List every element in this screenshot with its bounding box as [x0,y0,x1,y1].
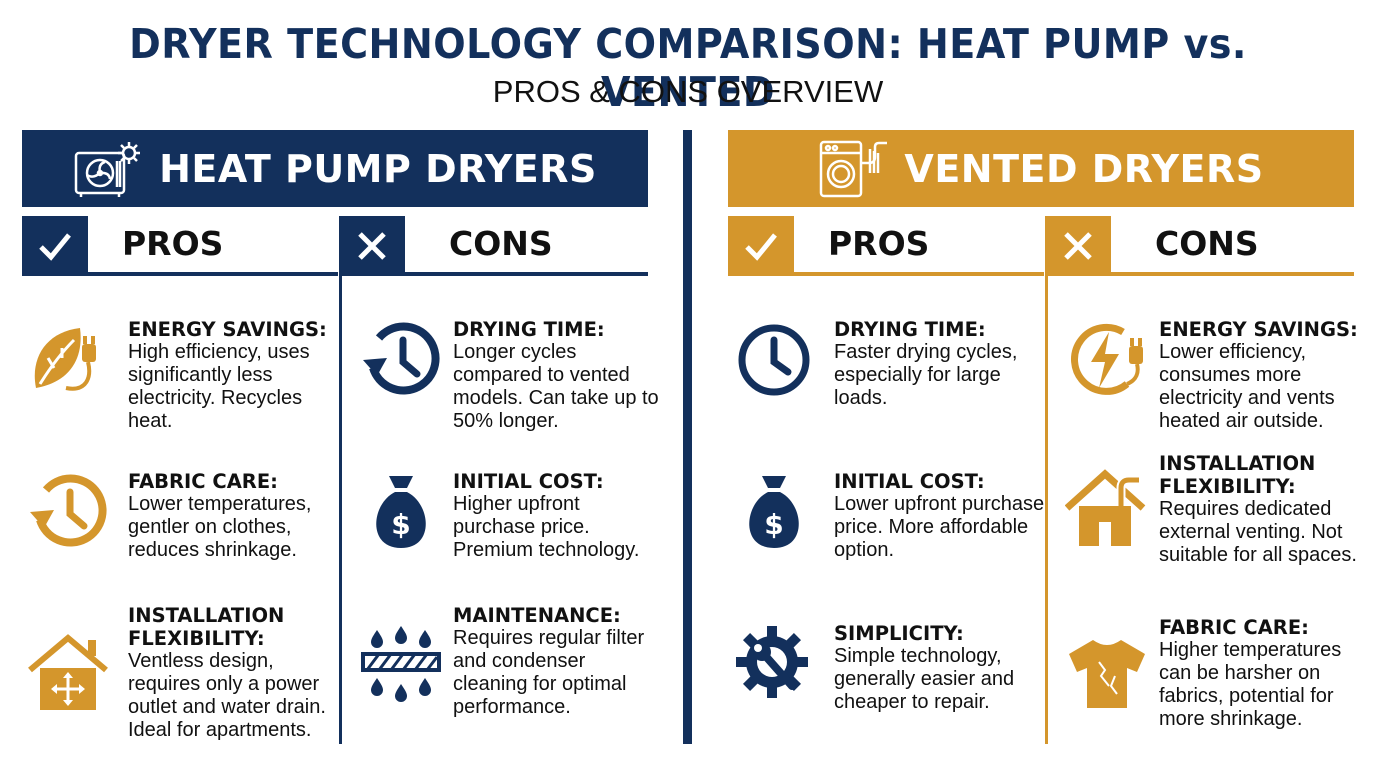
item-text: Higher temperatures can be harsher on fa… [1159,639,1342,730]
item-text: Ventless design, requires only a power o… [128,650,326,741]
vented-banner: VENTED DRYERS [728,130,1354,207]
item-heading: DRYING TIME: [453,318,605,341]
heat-pump-banner: HEAT PUMP DRYERS [22,130,648,207]
center-divider [683,130,692,744]
item-heading: INITIAL COST: [834,470,985,493]
column-divider [339,276,342,744]
vented-panel: VENTED DRYERS PROS CONS DRYING TIME: Fast… [728,130,1358,744]
item-heading: FABRIC CARE: [1159,616,1309,639]
eco-plug-icon [34,328,96,391]
money-bag-icon: $ [376,476,426,548]
heat-pump-pros-header: PROS [22,216,338,276]
column-divider [1045,276,1048,744]
vented-title: VENTED DRYERS [904,146,1264,191]
heat-pump-cons-header: CONS [339,216,648,276]
item-heading: SIMPLICITY: [834,622,964,645]
heat-pump-title: HEAT PUMP DRYERS [159,146,597,191]
history-clock-icon [363,322,440,395]
item-heading: INSTALLATION FLEXIBILITY: [1159,452,1316,498]
cons-label: CONS [449,224,553,263]
page-title: DRYER TECHNOLOGY COMPARISON: HEAT PUMP v… [129,20,1247,116]
history-clock-icon [30,474,107,547]
filter-drops-icon [361,626,441,702]
check-icon [728,216,794,276]
item-heading: INITIAL COST: [453,470,604,493]
svg-text:$: $ [764,508,783,541]
x-icon [1045,216,1111,276]
house-arrows-icon [28,634,108,710]
svg-text:$: $ [391,508,410,541]
pros-label: PROS [828,224,930,263]
damaged-shirt-icon [1069,640,1145,708]
pros-label: PROS [122,224,224,263]
gear-wrench-icon [736,626,808,698]
item-heading: FABRIC CARE: [128,470,278,493]
heat-pump-panel: HEAT PUMP DRYERS PROS CONS ENERGY SAVING… [22,130,659,744]
item-text: Longer cycles compared to vented models.… [453,341,659,432]
house-vent-icon [1065,469,1146,546]
item-heading: MAINTENANCE: [453,604,621,627]
item-heading: ENERGY SAVINGS: [128,318,327,341]
item-text: Lower efficiency, consumes more electric… [1159,341,1335,432]
vented-cons-header: CONS [1045,216,1354,276]
item-text: Requires dedicated external venting. Not… [1159,498,1357,566]
item-heading: DRYING TIME: [834,318,986,341]
vented-dryer-icon [820,140,888,197]
money-bag-icon: $ [749,476,799,548]
page-subtitle: PROS & CONS OVERVIEW [492,74,884,109]
vented-pros-header: PROS [728,216,1044,276]
x-icon [339,216,405,276]
item-text: Higher upfront purchase price. Premium t… [453,493,640,561]
item-heading: INSTALLATION FLEXIBILITY: [128,604,285,650]
clock-icon [738,324,810,396]
item-text: Simple technology, generally easier and … [834,645,1015,713]
check-icon [22,216,88,276]
item-heading: ENERGY SAVINGS: [1159,318,1358,341]
item-text: Lower upfront purchase price. More affor… [834,493,1045,561]
item-text: Requires regular filter and condenser cl… [453,627,645,718]
heat-pump-unit-icon [74,141,141,197]
bolt-plug-icon [1071,323,1143,395]
cons-label: CONS [1155,224,1259,263]
item-text: High efficiency, uses significantly less… [128,341,310,432]
item-text: Faster drying cycles, especially for lar… [834,341,1018,409]
item-text: Lower temperatures, gentler on clothes, … [128,493,312,561]
